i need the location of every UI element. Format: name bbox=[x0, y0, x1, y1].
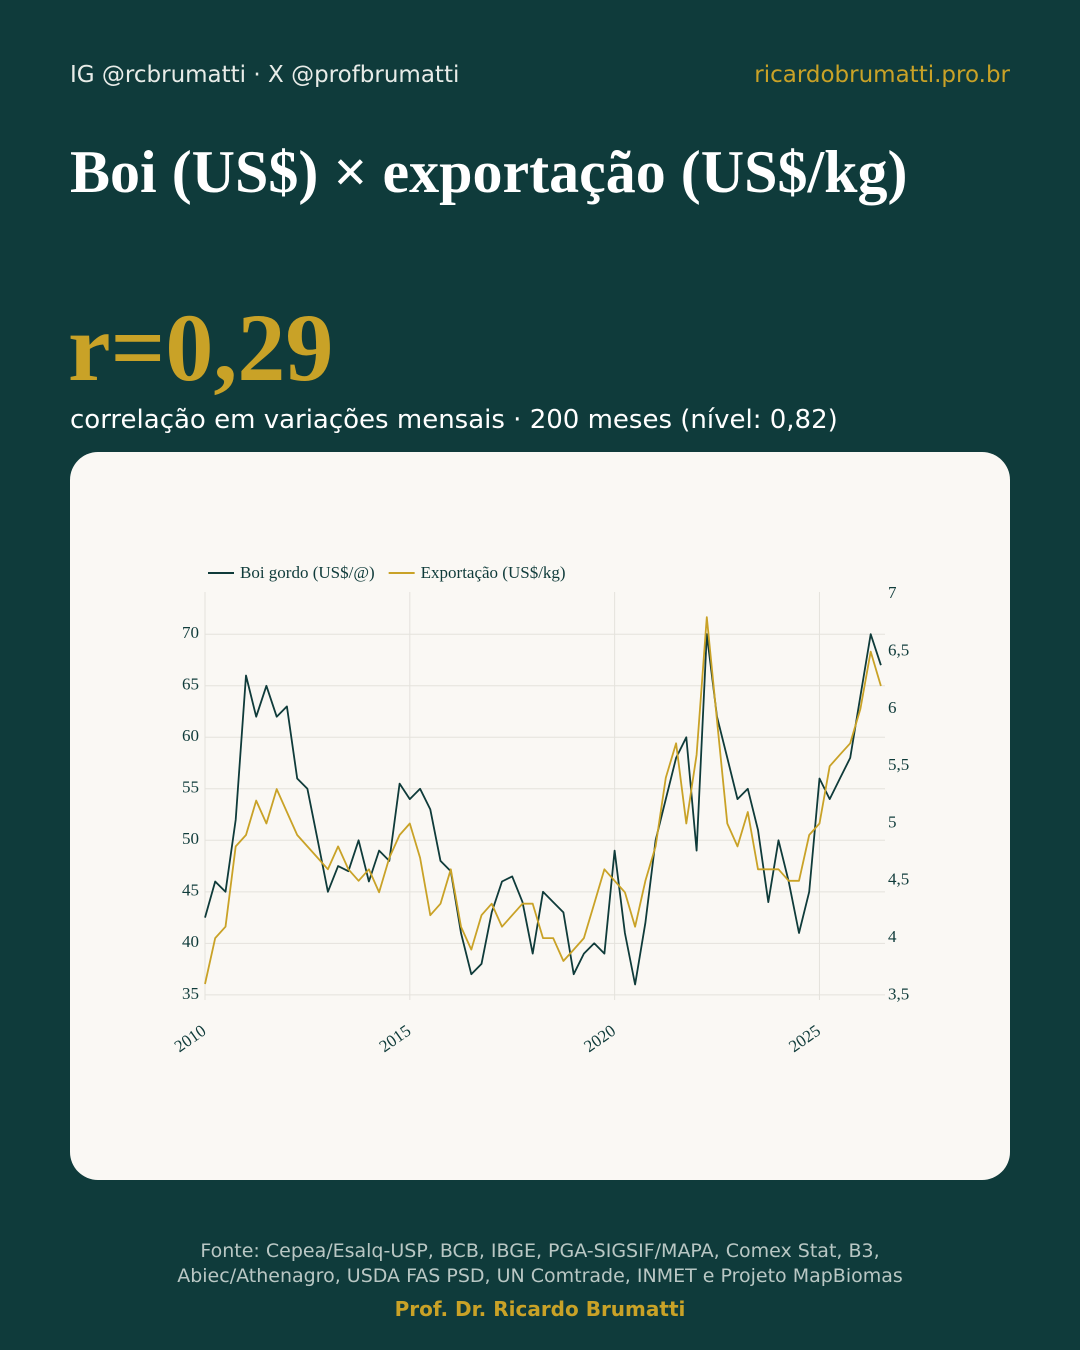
y-tick-label: 70 bbox=[182, 623, 199, 642]
x-tick-label: 2015 bbox=[376, 1021, 415, 1056]
website: ricardobrumatti.pro.br bbox=[754, 62, 1010, 88]
y2-tick-label: 4,5 bbox=[888, 870, 909, 889]
legend-label: Boi gordo (US$/@) bbox=[240, 563, 375, 582]
author: Prof. Dr. Ricardo Brumatti bbox=[394, 1297, 686, 1321]
y-tick-label: 40 bbox=[182, 932, 199, 951]
title: Boi (US$) × exportação (US$/kg) bbox=[70, 139, 908, 205]
series-line bbox=[204, 633, 882, 986]
x-tick-label: 2020 bbox=[580, 1021, 619, 1056]
source-line: Abiec/Athenagro, USDA FAS PSD, UN Comtra… bbox=[177, 1265, 903, 1287]
y2-tick-label: 5,5 bbox=[888, 755, 909, 774]
y-tick-label: 60 bbox=[182, 726, 199, 745]
social-handles: IG @rcbrumatti · X @profbrumatti bbox=[70, 62, 460, 88]
subtitle: correlação em variações mensais · 200 me… bbox=[70, 405, 838, 435]
y-tick-label: 35 bbox=[182, 984, 199, 1003]
y-tick-label: 55 bbox=[182, 778, 199, 797]
series-line bbox=[204, 616, 882, 985]
y2-tick-label: 6 bbox=[888, 698, 897, 717]
y2-tick-label: 4 bbox=[888, 927, 897, 946]
y2-tick-label: 7 bbox=[888, 583, 897, 602]
chart: 2010 2015 2020 202535404550556065703,544,55… bbox=[171, 563, 909, 1056]
x-tick-label: 2025 bbox=[785, 1021, 824, 1056]
correlation-stat: r=0,29 bbox=[68, 294, 334, 401]
y2-tick-label: 3,5 bbox=[888, 984, 909, 1003]
legend-label: Exportação (US$/kg) bbox=[421, 563, 566, 582]
source-line: Fonte: Cepea/Esalq-USP, BCB, IBGE, PGA-S… bbox=[200, 1240, 880, 1262]
x-tick-label: 2010 bbox=[171, 1021, 210, 1056]
y2-tick-label: 5 bbox=[888, 812, 897, 831]
y-tick-label: 65 bbox=[182, 675, 199, 694]
y-tick-label: 50 bbox=[182, 829, 199, 848]
y2-tick-label: 6,5 bbox=[888, 641, 909, 660]
y-tick-label: 45 bbox=[182, 881, 199, 900]
